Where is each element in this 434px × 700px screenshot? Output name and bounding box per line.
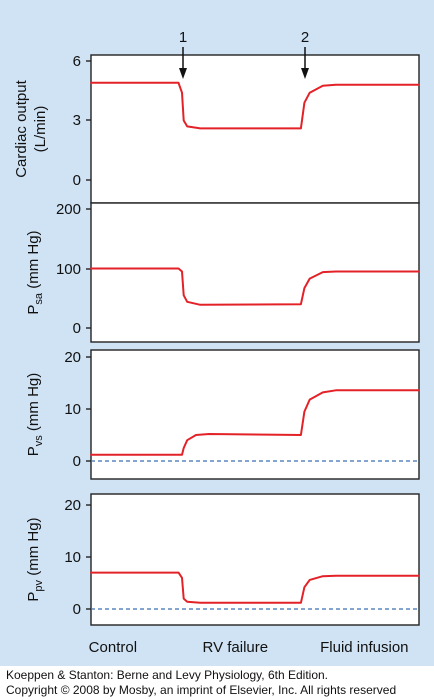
figure-panel: 6 3 0 Cardiac output (L/min) 200 100 0 Psa (mm H… <box>0 0 434 666</box>
y-axis-label: Cardiac output <box>13 79 30 177</box>
y-tick-label: 6 <box>73 53 81 70</box>
phase-label: Control <box>89 639 137 656</box>
credit-line-2: Copyright © 2008 by Mosby, an imprint of… <box>6 683 397 697</box>
y-axis-label: Ppv (mm Hg) <box>25 517 45 601</box>
y-axis-label: Psa (mm Hg) <box>25 230 45 314</box>
y-label-unit: (mm Hg) <box>25 373 42 436</box>
y-axis-label: Pvs (mm Hg) <box>25 373 45 457</box>
series-line-4 <box>90 571 420 604</box>
y-tick-label: 200 <box>56 201 81 218</box>
y-tick-label: 10 <box>64 401 81 418</box>
y-label-subscript: sa <box>33 292 45 305</box>
y-tick-label: 0 <box>73 601 81 618</box>
y-label-subscript: vs <box>33 435 45 447</box>
y-tick-label: 20 <box>64 497 81 514</box>
y-label-unit: (mm Hg) <box>25 230 42 293</box>
event-marker-label: 2 <box>301 29 309 46</box>
credit-line-1: Koeppen & Stanton: Berne and Levy Physio… <box>6 668 328 682</box>
y-tick-label: 0 <box>73 172 81 189</box>
y-axis-unit: (L/min) <box>32 106 49 153</box>
series-line-1 <box>90 81 420 130</box>
phase-label: RV failure <box>203 639 269 656</box>
plot-area-3 <box>90 349 420 480</box>
y-label-unit: (mm Hg) <box>25 517 42 580</box>
y-tick-label: 100 <box>56 261 81 278</box>
arrow-down-icon <box>179 68 187 79</box>
y-label-symbol: P <box>25 305 42 315</box>
event-marker-label: 1 <box>179 29 187 46</box>
credit-text: Koeppen & Stanton: Berne and Levy Physio… <box>6 668 396 698</box>
y-label-symbol: P <box>25 446 42 456</box>
y-tick-label: 0 <box>73 320 81 337</box>
y-label-symbol: P <box>25 592 42 602</box>
phase-label: Fluid infusion <box>320 639 408 656</box>
series-line-2 <box>90 267 420 306</box>
y-tick-label: 10 <box>64 549 81 566</box>
plot-area-4 <box>90 493 420 626</box>
series-line-3 <box>90 389 420 456</box>
arrow-down-icon <box>301 68 309 79</box>
y-tick-label: 0 <box>73 453 81 470</box>
y-tick-label: 3 <box>73 112 81 129</box>
y-label-subscript: pv <box>33 579 45 591</box>
y-tick-label: 20 <box>64 349 81 366</box>
